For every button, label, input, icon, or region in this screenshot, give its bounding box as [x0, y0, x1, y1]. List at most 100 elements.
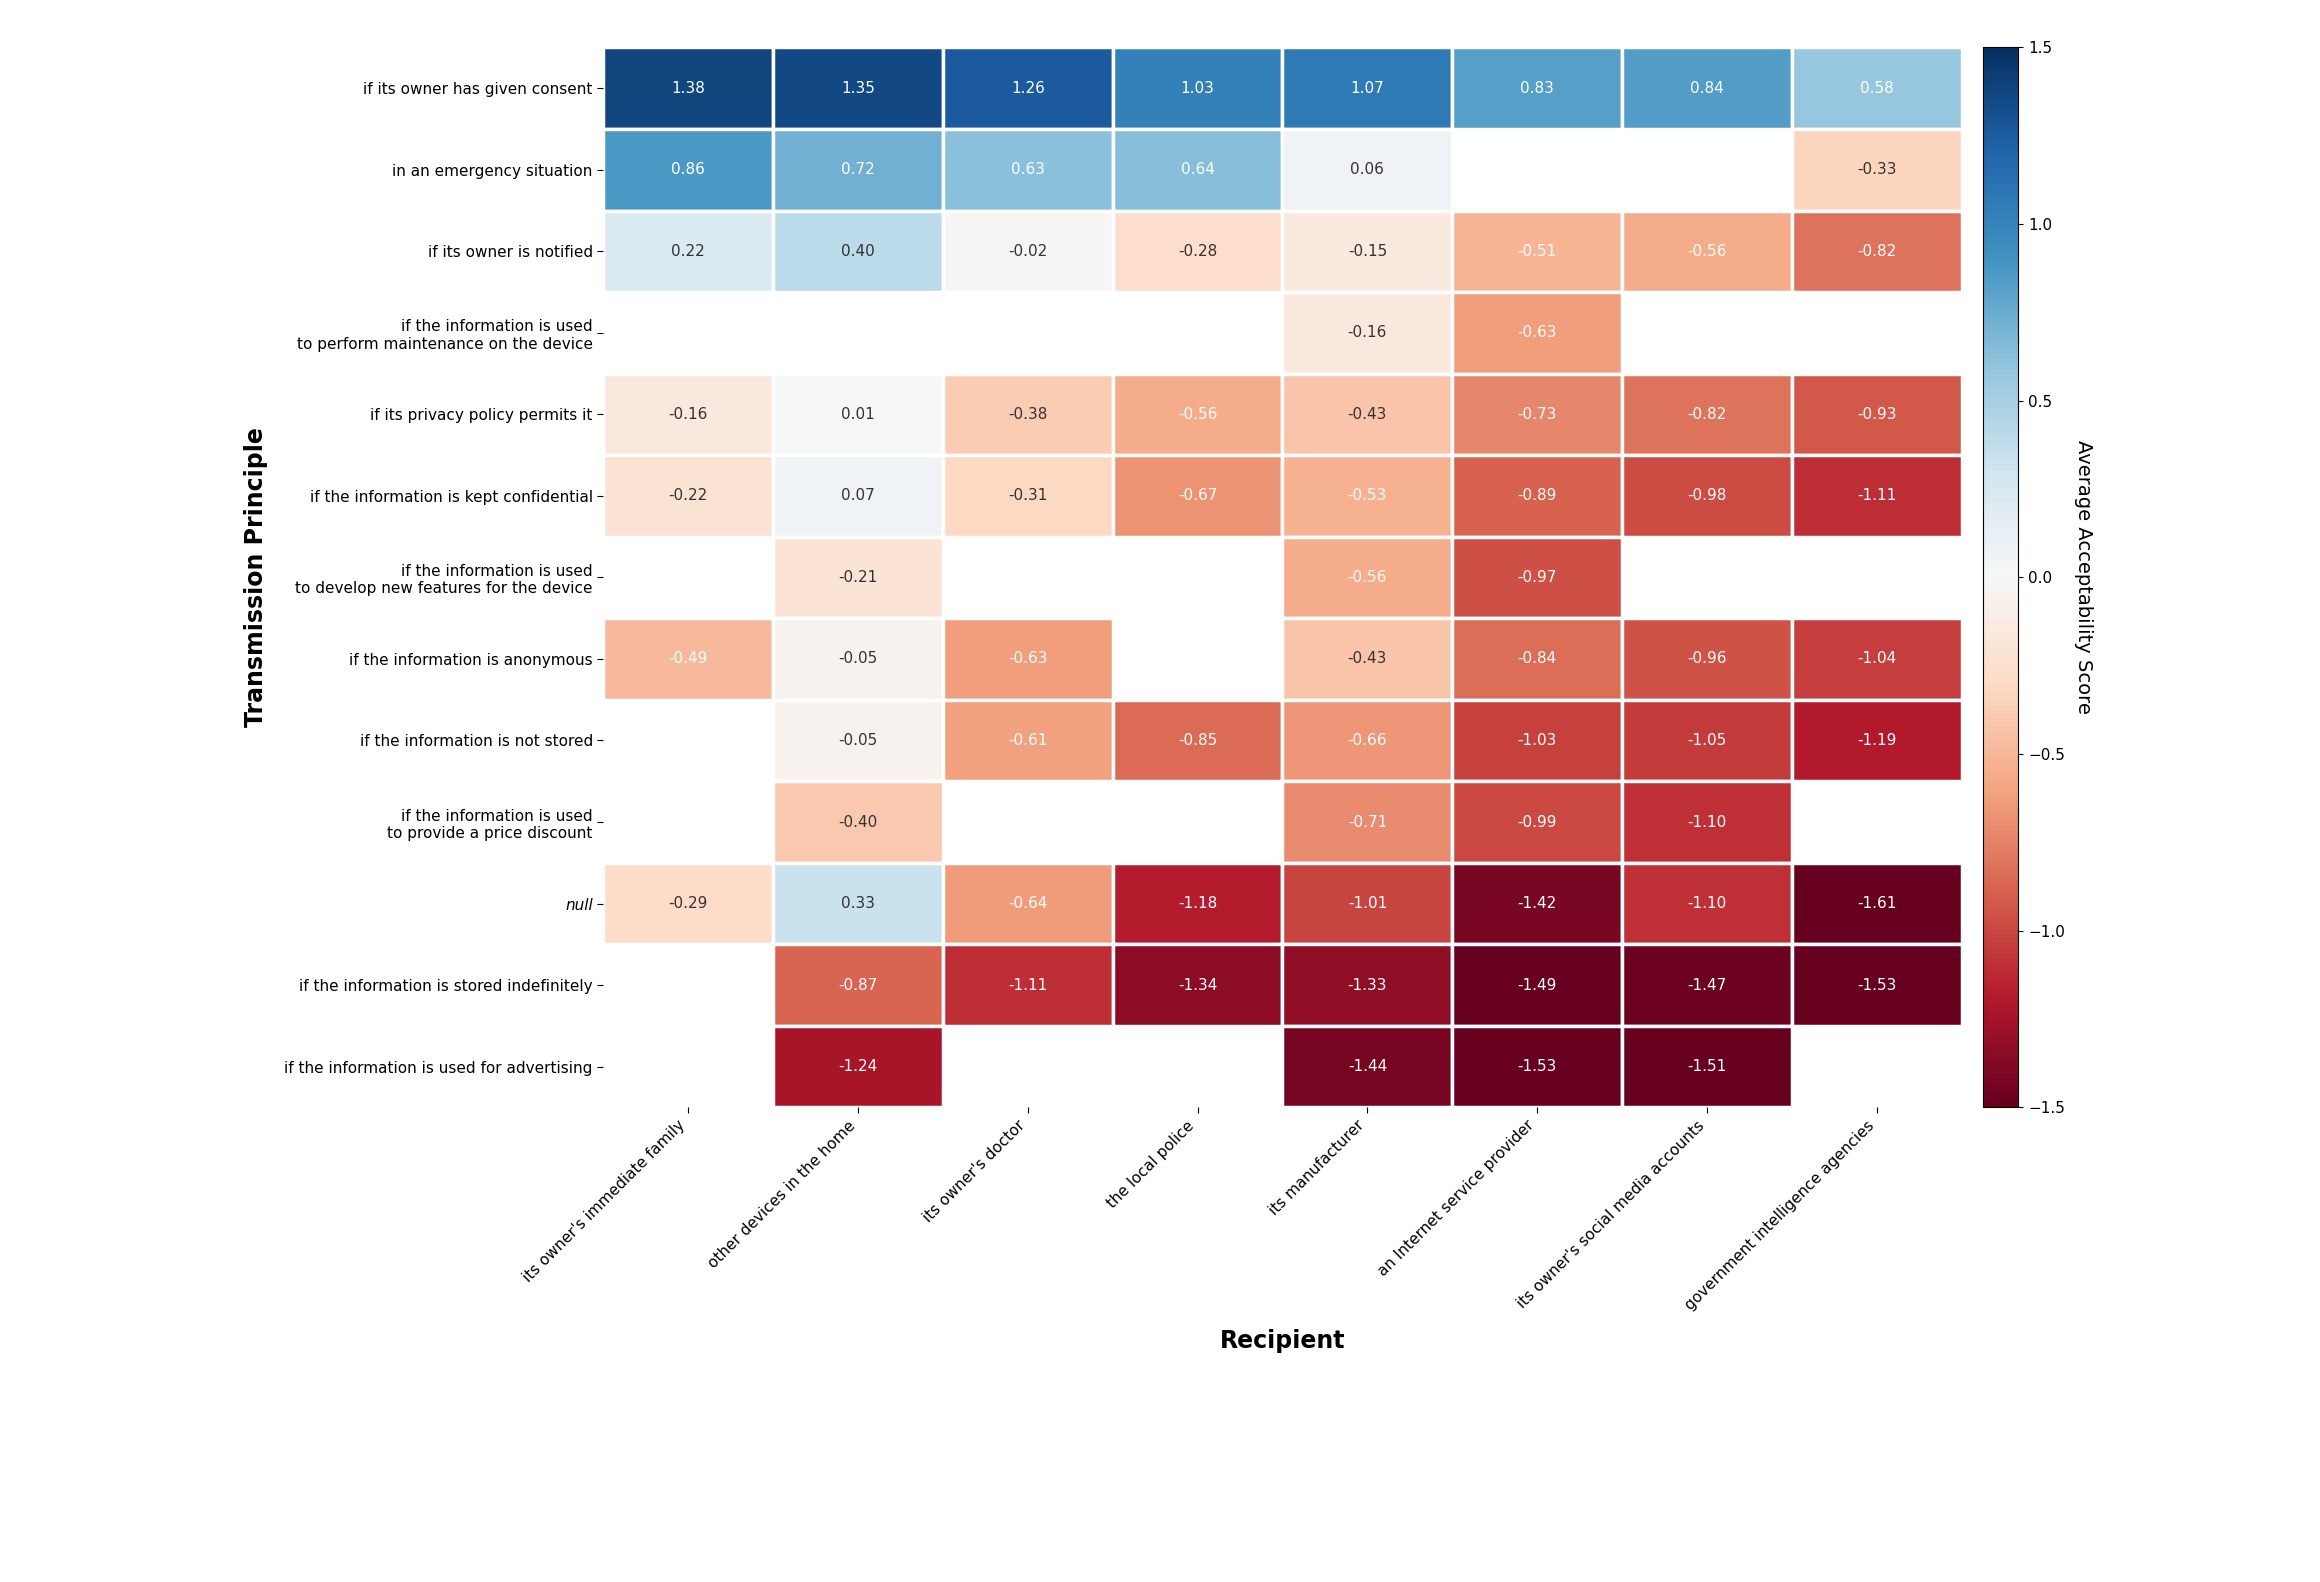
Bar [942, 944, 1114, 1025]
Text: 0.01: 0.01 [842, 407, 875, 422]
Bar [1622, 47, 1791, 130]
Text: -1.42: -1.42 [1517, 895, 1557, 911]
Bar [1114, 699, 1283, 782]
Text: -0.56: -0.56 [1348, 570, 1387, 585]
Bar [1791, 130, 1963, 210]
Bar [1283, 210, 1452, 293]
Bar [1791, 456, 1963, 536]
Bar [1283, 944, 1452, 1025]
Bar [773, 1025, 942, 1107]
Text: -1.05: -1.05 [1687, 732, 1726, 748]
Text: -0.43: -0.43 [1348, 407, 1387, 422]
Bar [603, 373, 773, 456]
Bar [1622, 862, 1791, 944]
Bar [773, 944, 942, 1025]
Text: -0.28: -0.28 [1179, 244, 1218, 259]
Text: -0.16: -0.16 [1348, 326, 1387, 340]
Bar [773, 862, 942, 944]
Bar [603, 619, 773, 699]
Text: -0.87: -0.87 [838, 978, 877, 992]
Text: -1.53: -1.53 [1858, 978, 1895, 992]
Bar [603, 456, 773, 536]
Text: -0.15: -0.15 [1348, 244, 1387, 259]
Bar [1791, 944, 1963, 1025]
Text: -0.31: -0.31 [1009, 489, 1046, 503]
Bar [1791, 619, 1963, 699]
Text: 0.63: 0.63 [1012, 163, 1044, 177]
Text: 0.58: 0.58 [1861, 81, 1893, 97]
Bar [1283, 47, 1452, 130]
Text: -0.85: -0.85 [1179, 732, 1218, 748]
Bar [773, 699, 942, 782]
Bar [1283, 1025, 1452, 1107]
Text: 1.38: 1.38 [670, 81, 705, 97]
Bar [942, 862, 1114, 944]
Bar [1114, 944, 1283, 1025]
Bar [1452, 293, 1622, 373]
Bar [942, 373, 1114, 456]
Bar [1114, 373, 1283, 456]
Text: 1.03: 1.03 [1181, 81, 1216, 97]
Text: -1.10: -1.10 [1687, 815, 1726, 829]
Bar [1622, 782, 1791, 862]
Bar [1452, 862, 1622, 944]
Text: -1.33: -1.33 [1348, 978, 1387, 992]
Text: -0.56: -0.56 [1179, 407, 1218, 422]
Text: -0.96: -0.96 [1687, 652, 1726, 666]
Bar [773, 456, 942, 536]
Bar [1622, 619, 1791, 699]
Bar [1452, 536, 1622, 619]
Text: -1.24: -1.24 [838, 1058, 877, 1074]
Y-axis label: Average Acceptability Score: Average Acceptability Score [2074, 440, 2093, 715]
Text: -0.82: -0.82 [1858, 244, 1895, 259]
Text: -0.63: -0.63 [1007, 652, 1049, 666]
Text: -0.53: -0.53 [1348, 489, 1387, 503]
Text: -0.82: -0.82 [1687, 407, 1726, 422]
X-axis label: Recipient: Recipient [1220, 1329, 1346, 1353]
Text: -0.73: -0.73 [1517, 407, 1557, 422]
Text: -0.93: -0.93 [1856, 407, 1898, 422]
Text: -1.11: -1.11 [1858, 489, 1895, 503]
Text: 0.40: 0.40 [842, 244, 875, 259]
Text: -0.51: -0.51 [1517, 244, 1557, 259]
Bar [1452, 619, 1622, 699]
Bar [1452, 210, 1622, 293]
Text: -1.04: -1.04 [1858, 652, 1895, 666]
Bar [1283, 293, 1452, 373]
Bar [1452, 944, 1622, 1025]
Text: -1.01: -1.01 [1348, 895, 1387, 911]
Bar [1114, 862, 1283, 944]
Text: 0.33: 0.33 [840, 895, 875, 911]
Bar [603, 130, 773, 210]
Text: -1.53: -1.53 [1517, 1058, 1557, 1074]
Text: -0.16: -0.16 [668, 407, 708, 422]
Text: 0.84: 0.84 [1691, 81, 1724, 97]
Bar [773, 373, 942, 456]
Text: 1.07: 1.07 [1350, 81, 1385, 97]
Text: 0.64: 0.64 [1181, 163, 1216, 177]
Bar [1452, 699, 1622, 782]
Bar [603, 47, 773, 130]
Text: -1.34: -1.34 [1179, 978, 1218, 992]
Text: -0.05: -0.05 [838, 652, 877, 666]
Text: -0.66: -0.66 [1348, 732, 1387, 748]
Bar [603, 862, 773, 944]
Text: -1.47: -1.47 [1687, 978, 1726, 992]
Text: -0.56: -0.56 [1687, 244, 1726, 259]
Bar [1283, 619, 1452, 699]
Text: -1.10: -1.10 [1687, 895, 1726, 911]
Bar [942, 699, 1114, 782]
Bar [1622, 210, 1791, 293]
Text: -0.05: -0.05 [838, 732, 877, 748]
Bar [1791, 862, 1963, 944]
Text: -0.29: -0.29 [668, 895, 708, 911]
Bar [773, 782, 942, 862]
Bar [1791, 699, 1963, 782]
Bar [942, 130, 1114, 210]
Bar [1283, 782, 1452, 862]
Bar [1283, 130, 1452, 210]
Text: 0.83: 0.83 [1520, 81, 1554, 97]
Bar [1114, 47, 1283, 130]
Text: -1.44: -1.44 [1348, 1058, 1387, 1074]
Text: -0.64: -0.64 [1009, 895, 1046, 911]
